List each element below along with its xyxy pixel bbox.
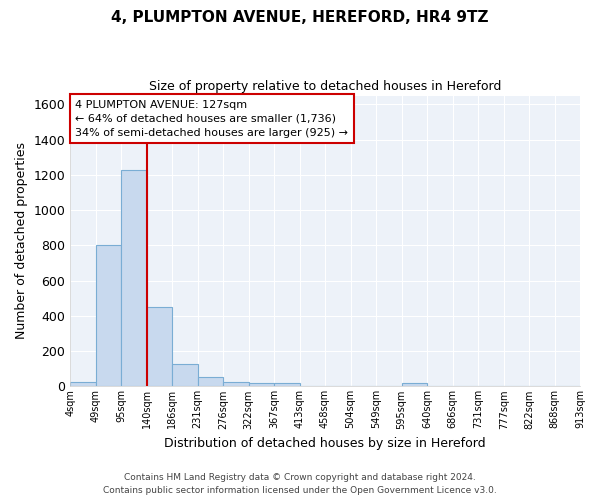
Bar [121, 170, 146, 386]
Text: 4 PLUMPTON AVENUE: 127sqm
← 64% of detached houses are smaller (1,736)
34% of se: 4 PLUMPTON AVENUE: 127sqm ← 64% of detac… [76, 100, 349, 138]
Bar [248, 383, 274, 386]
Bar [274, 383, 299, 386]
Text: Contains HM Land Registry data © Crown copyright and database right 2024.
Contai: Contains HM Land Registry data © Crown c… [103, 474, 497, 495]
X-axis label: Distribution of detached houses by size in Hereford: Distribution of detached houses by size … [164, 437, 486, 450]
Bar [197, 376, 223, 386]
Bar [223, 382, 248, 386]
Y-axis label: Number of detached properties: Number of detached properties [15, 142, 28, 340]
Bar [70, 382, 95, 386]
Bar [95, 246, 121, 386]
Text: 4, PLUMPTON AVENUE, HEREFORD, HR4 9TZ: 4, PLUMPTON AVENUE, HEREFORD, HR4 9TZ [111, 10, 489, 25]
Title: Size of property relative to detached houses in Hereford: Size of property relative to detached ho… [149, 80, 502, 93]
Bar [401, 383, 427, 386]
Bar [146, 307, 172, 386]
Bar [172, 364, 197, 386]
